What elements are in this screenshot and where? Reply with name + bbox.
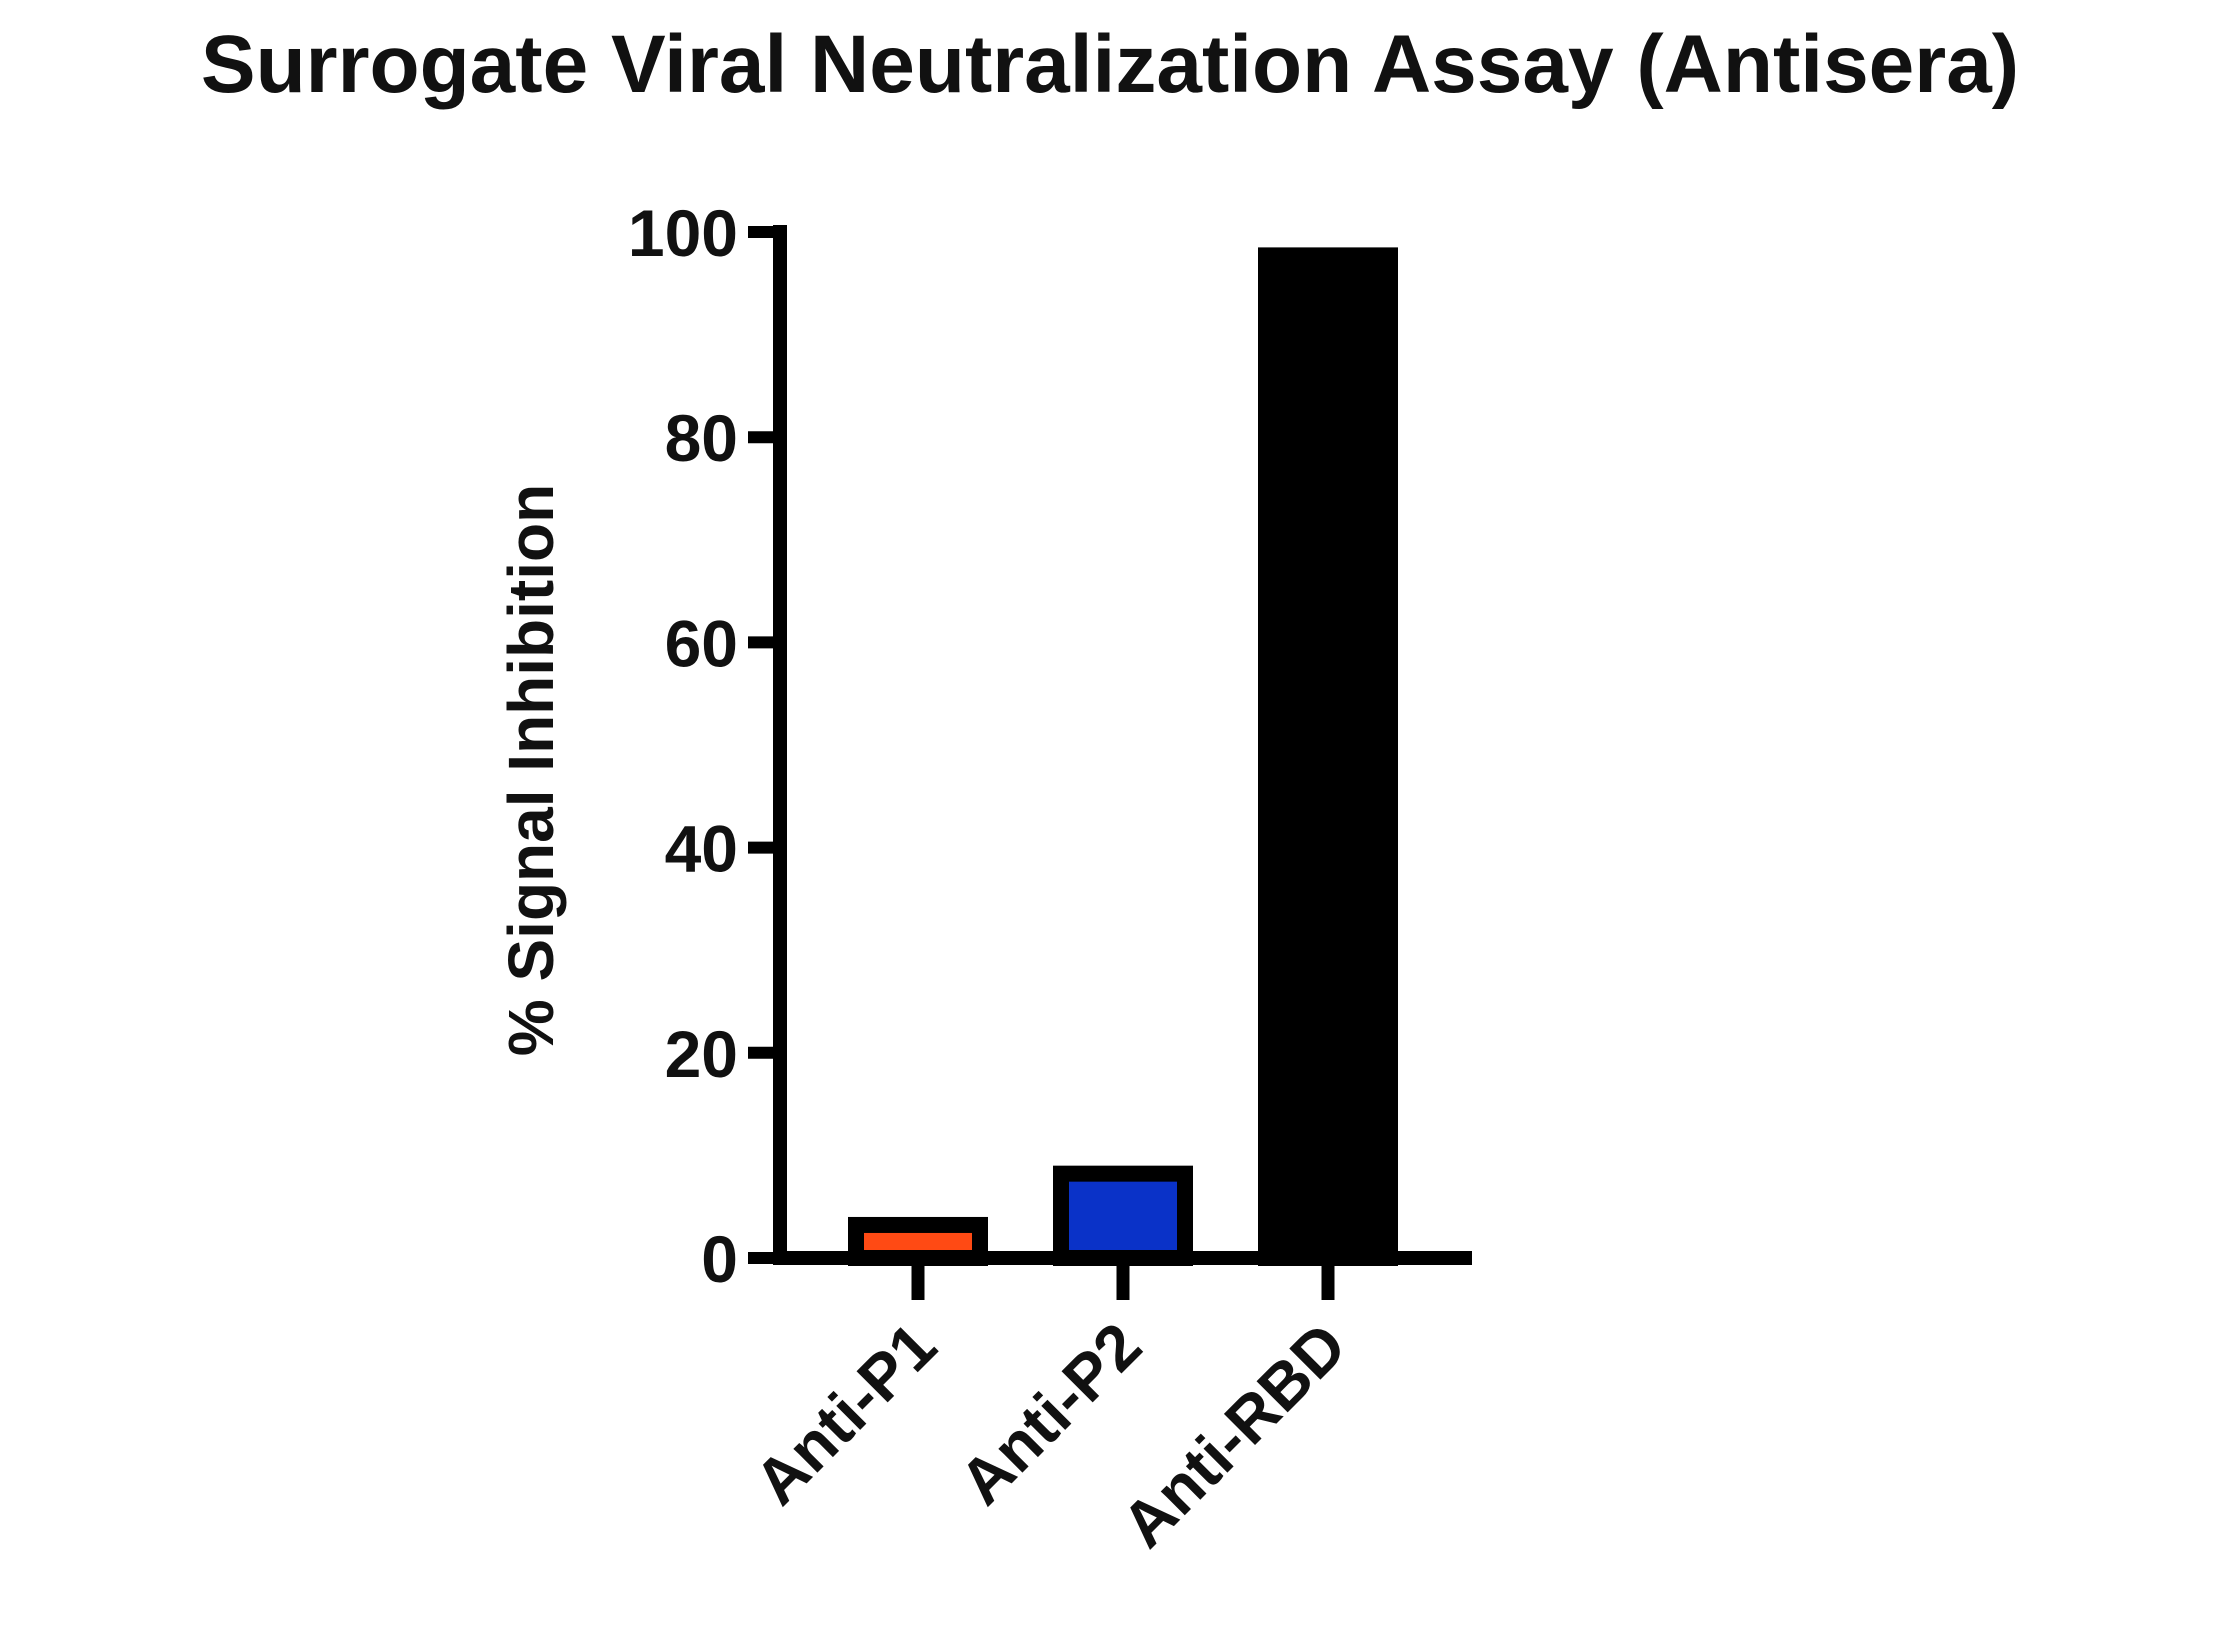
y-ticks: 0 20 40 60 80 100: [628, 196, 780, 1296]
y-tick-label: 80: [665, 401, 738, 475]
y-tick-label: 100: [628, 196, 738, 270]
y-tick-label: 0: [701, 1222, 738, 1296]
y-tick-label: 60: [665, 606, 738, 680]
bars: [848, 247, 1398, 1267]
chart-title: Surrogate Viral Neutralization Assay (An…: [201, 19, 2019, 110]
x-tick-label: Anti-RBD: [1108, 1309, 1360, 1561]
bar-anti-p2: [1053, 1165, 1193, 1267]
x-tick-label: Anti-P2: [946, 1309, 1155, 1518]
x-tick-label: Anti-P1: [741, 1309, 950, 1518]
y-tick-label: 20: [665, 1017, 738, 1091]
y-tick-label: 40: [665, 812, 738, 886]
bar-anti-rbd: [1258, 247, 1398, 1266]
y-axis-label: % Signal Inhibition: [495, 484, 567, 1056]
